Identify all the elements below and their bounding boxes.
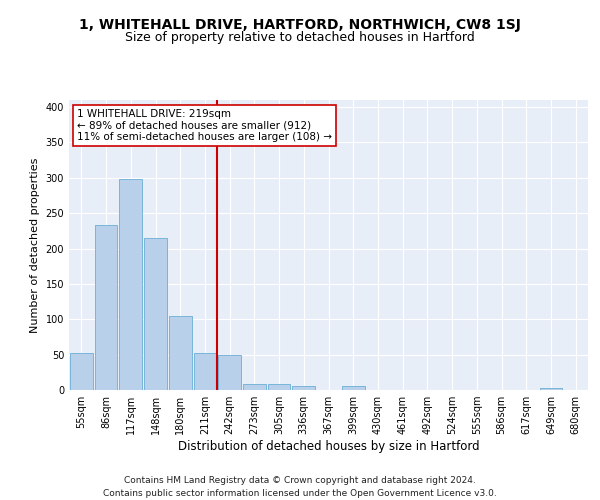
Text: Contains HM Land Registry data © Crown copyright and database right 2024.
Contai: Contains HM Land Registry data © Crown c… bbox=[103, 476, 497, 498]
Bar bbox=[243, 384, 266, 390]
Bar bbox=[194, 353, 216, 390]
Bar bbox=[119, 179, 142, 390]
Bar bbox=[342, 386, 365, 390]
Y-axis label: Number of detached properties: Number of detached properties bbox=[30, 158, 40, 332]
Bar bbox=[539, 388, 562, 390]
Bar bbox=[218, 356, 241, 390]
Bar bbox=[169, 316, 191, 390]
Text: 1 WHITEHALL DRIVE: 219sqm
← 89% of detached houses are smaller (912)
11% of semi: 1 WHITEHALL DRIVE: 219sqm ← 89% of detac… bbox=[77, 108, 332, 142]
Bar bbox=[144, 238, 167, 390]
X-axis label: Distribution of detached houses by size in Hartford: Distribution of detached houses by size … bbox=[178, 440, 479, 453]
Bar bbox=[268, 384, 290, 390]
Bar bbox=[95, 225, 118, 390]
Text: Size of property relative to detached houses in Hartford: Size of property relative to detached ho… bbox=[125, 31, 475, 44]
Text: 1, WHITEHALL DRIVE, HARTFORD, NORTHWICH, CW8 1SJ: 1, WHITEHALL DRIVE, HARTFORD, NORTHWICH,… bbox=[79, 18, 521, 32]
Bar bbox=[70, 353, 93, 390]
Bar bbox=[292, 386, 315, 390]
